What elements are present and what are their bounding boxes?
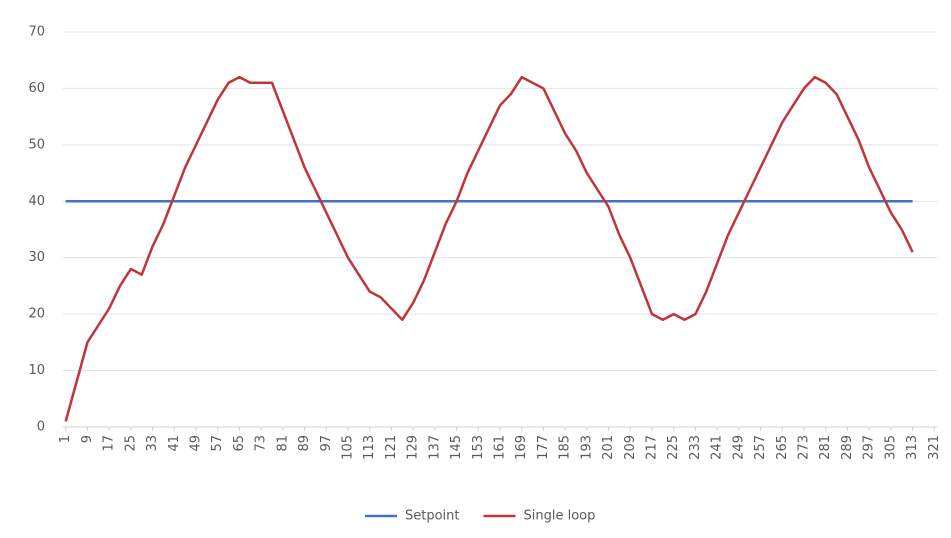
x-tick-label: 65 xyxy=(232,435,247,452)
x-tick-label: 129 xyxy=(406,435,421,460)
y-tick-label: 60 xyxy=(28,81,45,96)
x-tick-label: 17 xyxy=(102,435,117,452)
x-tick-label: 297 xyxy=(862,435,877,460)
x-tick-label: 49 xyxy=(189,435,204,452)
x-tick-label: 193 xyxy=(579,435,594,460)
x-tick-label: 113 xyxy=(362,435,377,460)
x-tick-label: 169 xyxy=(514,435,529,460)
y-tick-label: 20 xyxy=(28,307,45,322)
x-tick-label: 161 xyxy=(493,435,508,460)
y-tick-label: 70 xyxy=(28,25,45,40)
y-tick-label: 10 xyxy=(28,363,45,378)
x-tick-label: 217 xyxy=(645,435,660,460)
x-tick-label: 33 xyxy=(145,435,160,452)
legend-label: Setpoint xyxy=(405,509,460,524)
x-tick-label: 321 xyxy=(927,435,942,460)
x-tick-label: 121 xyxy=(384,435,399,460)
x-tick-label: 1 xyxy=(58,435,73,443)
x-tick-label: 81 xyxy=(275,435,290,452)
y-tick-label: 0 xyxy=(37,420,45,435)
x-tick-label: 249 xyxy=(731,435,746,460)
x-tick-label: 289 xyxy=(840,435,855,460)
x-tick-label: 153 xyxy=(471,435,486,460)
x-tick-label: 305 xyxy=(883,435,898,460)
x-tick-label: 25 xyxy=(123,435,138,452)
x-tick-label: 273 xyxy=(797,435,812,460)
x-tick-label: 225 xyxy=(666,435,681,460)
x-tick-label: 241 xyxy=(710,435,725,460)
x-tick-label: 185 xyxy=(558,435,573,460)
x-tick-label: 265 xyxy=(775,435,790,460)
x-tick-label: 257 xyxy=(753,435,768,460)
x-tick-label: 177 xyxy=(536,435,551,460)
x-tick-label: 105 xyxy=(341,435,356,460)
x-tick-label: 201 xyxy=(601,435,616,460)
x-tick-label: 89 xyxy=(297,435,312,452)
x-tick-label: 281 xyxy=(818,435,833,460)
y-tick-label: 30 xyxy=(28,250,45,265)
y-tick-label: 50 xyxy=(28,137,45,152)
x-tick-label: 9 xyxy=(80,435,95,443)
x-tick-label: 137 xyxy=(427,435,442,460)
series-line xyxy=(64,75,914,422)
x-tick-label: 41 xyxy=(167,435,182,452)
y-tick-label: 40 xyxy=(28,194,45,209)
x-tick-label: 73 xyxy=(254,435,269,452)
x-tick-label: 145 xyxy=(449,435,464,460)
x-tick-label: 57 xyxy=(210,435,225,452)
legend-label: Single loop xyxy=(524,509,596,524)
x-tick-label: 97 xyxy=(319,435,334,452)
x-tick-label: 209 xyxy=(623,435,638,460)
x-tick-label: 313 xyxy=(905,435,920,460)
x-tick-label: 233 xyxy=(688,435,703,460)
